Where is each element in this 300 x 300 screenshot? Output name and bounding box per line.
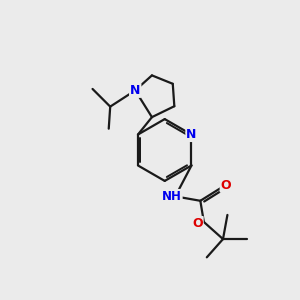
- Text: O: O: [192, 217, 203, 230]
- Text: NH: NH: [162, 190, 182, 203]
- Text: N: N: [186, 128, 197, 141]
- Text: O: O: [220, 179, 231, 192]
- Text: N: N: [130, 84, 140, 97]
